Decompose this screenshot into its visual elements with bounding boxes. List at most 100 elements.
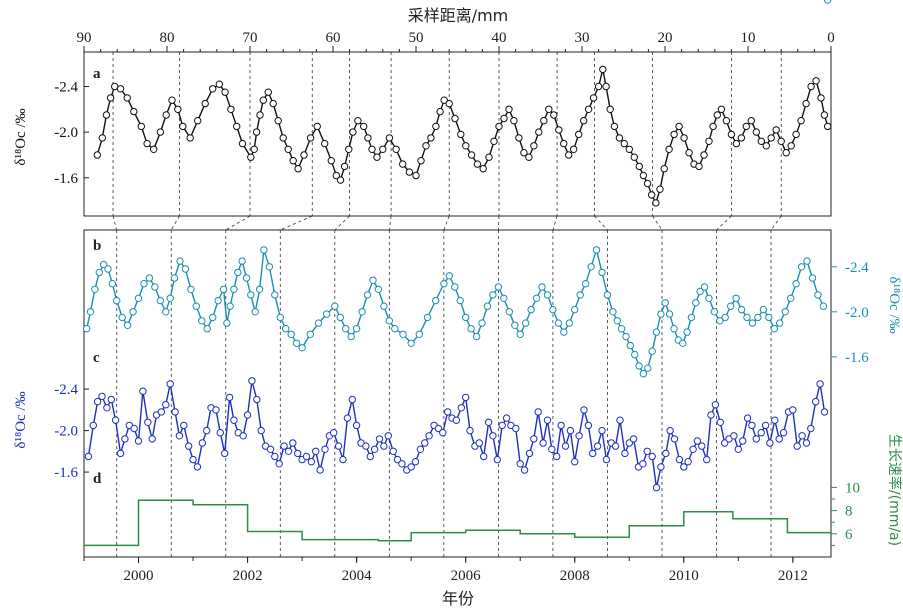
data-point (106, 94, 115, 102)
data-point (144, 418, 152, 426)
top-tick-label: 60 (326, 30, 341, 46)
data-point (696, 287, 704, 296)
data-point (432, 122, 440, 131)
data-point (398, 460, 406, 468)
data-point (639, 460, 647, 468)
data-point (156, 128, 165, 136)
data-point (652, 199, 660, 207)
data-point (405, 168, 414, 176)
data-point (391, 325, 399, 333)
data-point (302, 452, 311, 461)
data-point (166, 380, 174, 388)
data-point (253, 395, 261, 404)
data-point (819, 302, 828, 310)
data-point (102, 111, 111, 119)
data-point (352, 421, 361, 430)
top-axis-title: 采样距离/mm (408, 6, 509, 25)
data-point (411, 458, 420, 466)
data-point (456, 296, 464, 305)
data-point (306, 134, 315, 142)
data-point (543, 416, 552, 424)
data-point (89, 421, 98, 430)
bottom-tick-label: 2004 (342, 568, 373, 584)
data-point (814, 291, 822, 299)
data-point (162, 111, 170, 119)
data-point (610, 122, 619, 131)
panel-a-series (93, 65, 832, 207)
data-point (777, 137, 785, 146)
data-point (748, 421, 756, 430)
data-point (680, 463, 688, 471)
data-point (479, 165, 487, 173)
guide-connector (716, 215, 732, 231)
top-tick-label: 10 (741, 30, 756, 46)
data-point (812, 77, 820, 85)
panel-letter-c: c (93, 350, 100, 366)
data-point (421, 439, 429, 447)
data-point (360, 122, 368, 131)
data-point (516, 460, 524, 468)
data-point (757, 137, 765, 146)
data-point (705, 294, 713, 302)
data-point (711, 401, 720, 409)
data-point (129, 308, 137, 316)
data-point (219, 285, 228, 293)
data-point (255, 285, 264, 293)
data-point (259, 96, 267, 104)
data-point (534, 408, 542, 416)
panel-a-frame (83, 51, 832, 217)
data-point (143, 139, 151, 148)
top-tick-label: 90 (77, 30, 92, 46)
data-point (593, 442, 602, 450)
data-point (209, 313, 217, 322)
data-point (747, 117, 755, 125)
y-tick-label: -2.0 (54, 424, 78, 440)
bottom-tick-label: 2008 (560, 568, 590, 584)
data-point (407, 339, 415, 347)
data-point (373, 153, 381, 161)
data-point (737, 134, 746, 142)
data-point (179, 122, 187, 131)
data-point (566, 426, 575, 435)
data-point (766, 439, 774, 447)
data-point (675, 122, 683, 131)
data-point (193, 463, 202, 471)
data-point (748, 319, 757, 327)
data-point (639, 370, 648, 378)
data-point (617, 325, 626, 333)
data-point (693, 437, 702, 445)
data-point (248, 377, 256, 385)
data-point (362, 442, 370, 450)
data-point (635, 162, 643, 171)
data-point (86, 308, 95, 316)
data-point (670, 325, 678, 333)
data-point (602, 455, 611, 464)
data-point (98, 392, 106, 401)
data-point (180, 421, 188, 430)
data-point (243, 411, 252, 419)
panel-b-ylabel: δ¹⁸Oc /‰ (886, 276, 902, 333)
data-point (185, 442, 193, 450)
data-point (247, 291, 255, 299)
data-point (713, 111, 721, 119)
data-point (275, 460, 283, 468)
data-point (389, 447, 397, 455)
data-point (505, 308, 513, 316)
data-point (493, 455, 501, 464)
data-point (730, 432, 738, 440)
data-point (440, 96, 448, 104)
data-point (687, 313, 696, 322)
y-tick-label: 10 (845, 480, 860, 496)
data-point (761, 421, 770, 430)
data-point (639, 171, 648, 180)
data-point (797, 263, 806, 271)
data-point (457, 130, 465, 139)
data-point (611, 442, 620, 450)
data-point (209, 85, 217, 93)
data-point (717, 105, 726, 114)
data-point (174, 105, 182, 114)
data-point (644, 364, 652, 372)
data-point (643, 179, 652, 188)
data-point (354, 117, 362, 125)
data-point (742, 122, 750, 131)
